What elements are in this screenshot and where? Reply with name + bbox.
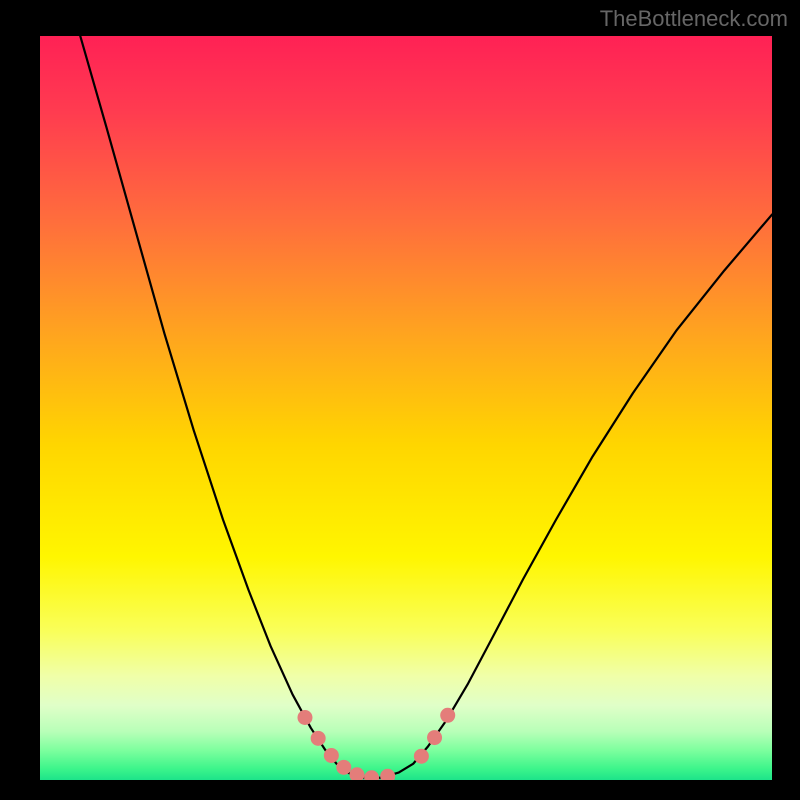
dot-marker [297,710,312,725]
dot-marker [364,770,379,780]
dot-marker [349,767,364,780]
dot-marker [414,749,429,764]
dot-marker [440,708,455,723]
bottleneck-curve [80,36,772,778]
dot-marker [311,731,326,746]
dot-marker [380,769,395,780]
plot-area [40,36,772,780]
dot-marker [336,760,351,775]
dot-marker [324,748,339,763]
watermark-text: TheBottleneck.com [600,6,788,32]
chart-svg [40,36,772,780]
dot-marker [427,730,442,745]
bottom-dots-group [297,708,455,780]
